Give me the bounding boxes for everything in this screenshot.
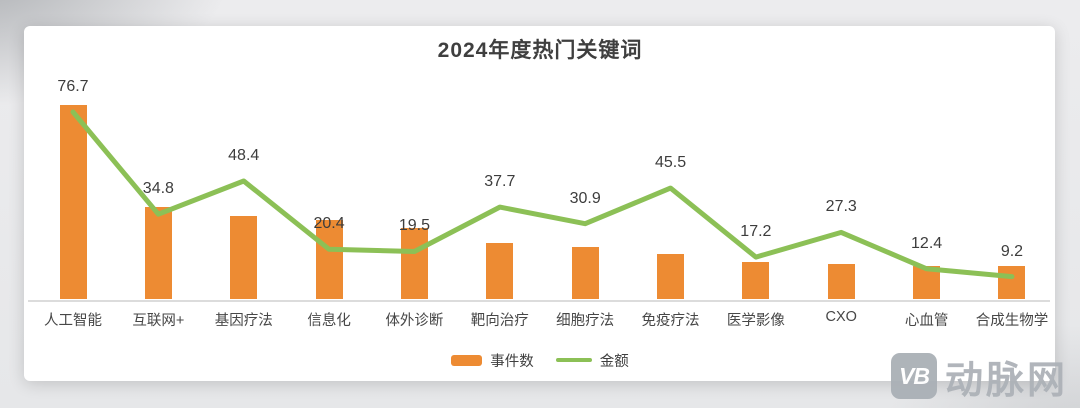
bar xyxy=(998,266,1026,299)
bar xyxy=(657,253,685,299)
bar xyxy=(486,242,514,299)
category-label: 基因疗法 xyxy=(214,313,273,329)
chart-title: 2024年度热门关键词 xyxy=(437,39,643,62)
legend-bar-swatch xyxy=(451,354,483,366)
vb-logo-icon: VB xyxy=(890,353,937,399)
category-label: 合成生物学 xyxy=(975,313,1049,329)
category-label: 心血管 xyxy=(904,313,949,329)
category-label: 信息化 xyxy=(307,313,351,329)
data-label: 76.7 xyxy=(57,78,89,95)
category-label: 人工智能 xyxy=(44,313,102,329)
data-label: 45.5 xyxy=(654,154,687,172)
category-label: CXO xyxy=(825,309,857,325)
data-label: 19.5 xyxy=(398,217,431,235)
category-label: 细胞疗法 xyxy=(556,313,615,329)
legend-line-label: 金额 xyxy=(599,353,629,370)
bar xyxy=(827,264,855,299)
bar xyxy=(400,228,428,299)
data-label: 17.2 xyxy=(740,223,772,241)
bar xyxy=(571,247,599,299)
watermark-text: 动脉网 xyxy=(944,359,1068,402)
bar xyxy=(230,216,258,299)
data-label: 48.4 xyxy=(228,147,260,164)
data-label: 9.2 xyxy=(1000,242,1024,260)
bar xyxy=(742,261,770,299)
data-label: 20.4 xyxy=(313,215,345,233)
x-axis-line xyxy=(28,300,1050,302)
category-label: 免疫疗法 xyxy=(641,313,700,329)
category-label: 体外诊断 xyxy=(385,313,444,329)
legend: 事件数 金额 xyxy=(0,350,1080,370)
bar xyxy=(59,104,87,299)
category-label: 互联网+ xyxy=(132,313,185,329)
watermark: VB 动脉网 xyxy=(890,352,1068,402)
category-label: 靶向治疗 xyxy=(470,313,529,329)
category-label: 医学影像 xyxy=(726,313,785,329)
legend-line-swatch xyxy=(555,358,592,362)
data-label: 34.8 xyxy=(142,180,174,198)
data-label: 37.7 xyxy=(484,173,516,191)
bar xyxy=(913,266,941,299)
data-label: 12.4 xyxy=(911,234,943,252)
bar xyxy=(144,207,172,299)
legend-bar-label: 事件数 xyxy=(490,353,534,370)
data-label: 30.9 xyxy=(569,189,601,207)
data-label: 27.3 xyxy=(825,198,857,216)
